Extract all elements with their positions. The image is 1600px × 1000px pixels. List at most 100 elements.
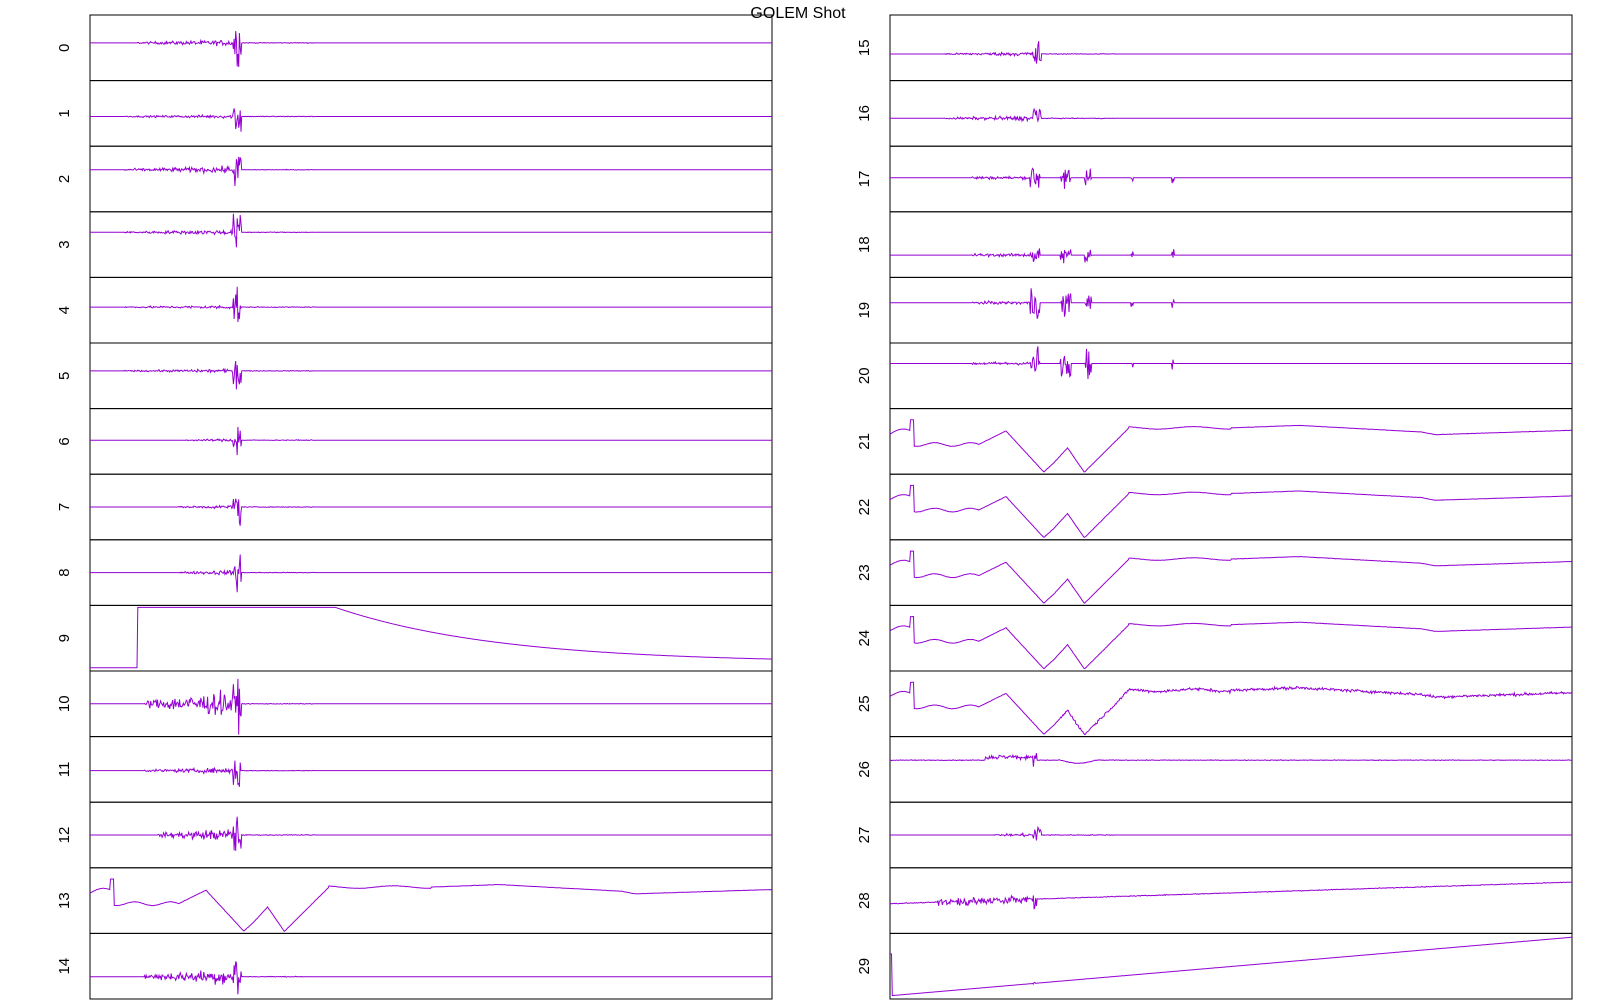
panel-0: 0 [56,14,773,82]
panel-frame [89,408,773,475]
signal-trace-4 [90,286,772,323]
panel-8: 8 [56,539,773,606]
panel-label: 2 [56,175,73,183]
panel-label: 8 [56,568,73,576]
panel-frame [89,867,773,934]
panel-frame [889,211,1573,278]
panel-5: 5 [56,342,773,410]
panel-label: 16 [856,105,873,122]
panel-12: 12 [56,801,773,869]
panel-26: 26 [856,736,1573,803]
signal-trace-27 [890,825,1572,841]
signal-trace-16 [890,107,1572,123]
signal-trace-12 [90,816,772,851]
signal-trace-26 [889,752,1573,767]
signal-trace-18 [890,248,1572,264]
panel-label: 5 [56,372,73,380]
panel-frame [89,80,773,147]
signal-trace-2 [90,156,772,187]
panel-frame [89,145,773,213]
panel-15: 15 [856,14,1573,82]
panel-label: 28 [856,892,873,909]
panel-29: 29 [856,932,1573,1000]
signal-trace-6 [90,426,772,456]
panel-label: 21 [856,433,873,450]
signal-trace-0 [90,31,772,68]
chart-title: GOLEM Shot [750,5,846,22]
panel-frame [889,473,1573,541]
signal-trace-3 [90,213,772,248]
panel-23: 23 [856,539,1573,606]
panel-label: 17 [856,171,873,188]
panel-frame [89,342,773,410]
panel-frame [889,408,1573,475]
panel-label: 22 [856,499,873,516]
panel-4: 4 [56,276,773,344]
panel-label: 6 [56,437,73,445]
panel-label: 18 [856,236,873,253]
panel-24: 24 [856,604,1573,672]
signal-trace-20 [890,346,1572,380]
panel-label: 23 [856,564,873,581]
panel-frame [889,342,1573,410]
signal-trace-21 [889,419,1573,473]
panel-frame [889,14,1573,82]
panel-2: 2 [56,145,773,213]
panel-28: 28 [856,867,1573,934]
panel-frame [889,736,1573,803]
signal-trace-11 [90,760,772,787]
panel-frame [89,14,773,82]
signal-trace-7 [90,498,772,526]
panel-frame [889,145,1573,213]
signal-trace-28 [889,881,1572,910]
panel-label: 10 [56,695,73,712]
panel-6: 6 [56,408,773,475]
panel-7: 7 [56,473,773,541]
panel-frame [89,604,773,672]
panel-label: 26 [856,761,873,778]
panel-label: 20 [856,367,873,384]
panel-25: 25 [856,670,1573,738]
panel-label: 14 [56,958,73,975]
panel-label: 27 [856,827,873,844]
signal-trace-9 [90,606,772,669]
panel-label: 19 [856,302,873,319]
signal-trace-13 [89,878,773,932]
panel-label: 25 [856,695,873,712]
panel-frame [889,867,1573,934]
panel-frame [889,670,1573,738]
panel-label: 9 [56,634,73,642]
panel-label: 13 [56,892,73,909]
panel-16: 16 [856,80,1573,147]
panel-label: 3 [56,240,73,248]
panel-label: 24 [856,630,873,647]
panel-label: 4 [56,306,73,314]
panel-27: 27 [856,801,1573,869]
panel-22: 22 [856,473,1573,541]
signal-trace-25 [889,681,1573,736]
signal-trace-8 [90,554,772,593]
signal-trace-15 [890,41,1572,64]
panel-frame [889,80,1573,147]
panel-21: 21 [856,408,1573,475]
signal-trace-1 [90,108,772,132]
panel-10: 10 [56,670,773,738]
panel-label: 0 [56,44,73,52]
panel-17: 17 [856,145,1573,213]
panel-label: 1 [56,109,73,117]
panels-group: 0123456789101112131415161718192021222324… [56,14,1573,1000]
panel-1: 1 [56,80,773,147]
signal-trace-10 [90,678,772,735]
panel-frame [889,932,1573,1000]
signal-trace-23 [889,550,1573,604]
panel-frame [89,276,773,344]
signal-trace-5 [90,361,772,390]
panel-label: 29 [856,958,873,975]
panel-label: 12 [56,827,73,844]
panel-19: 19 [856,276,1573,344]
signal-trace-22 [889,484,1572,539]
signal-trace-14 [90,961,772,995]
panel-label: 7 [56,503,73,511]
panel-18: 18 [856,211,1573,278]
